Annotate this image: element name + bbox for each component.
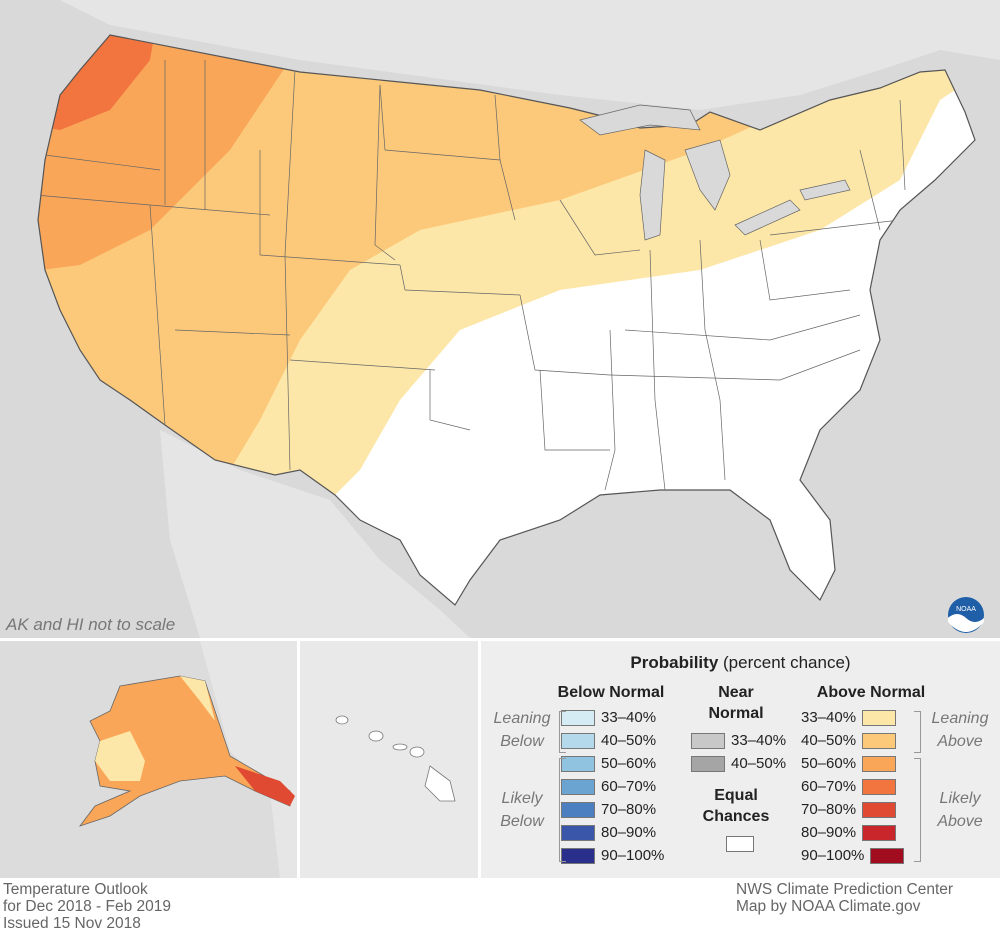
above-swatch [862,710,897,727]
conus-map-svg [0,0,1000,638]
scale-note: AK and HI not to scale [6,615,176,634]
hawaii-map-svg [300,641,478,878]
leaning-above-label-1: Leaning [931,710,989,727]
below-label: 33–40% [601,709,657,726]
likely-above-label: Likely Above [921,787,999,833]
below-row: 50–60% [561,754,656,774]
likely-below-label: Likely Below [483,787,561,833]
likely-above-label-1: Likely [939,790,981,807]
above-row: 70–80% [801,800,902,820]
below-row: 33–40% [561,708,656,728]
above-row: 50–60% [801,754,902,774]
above-row: 60–70% [801,777,902,797]
leaning-below-label-1: Leaning [493,710,551,727]
above-label: 80–90% [801,824,857,841]
below-swatch [561,710,595,727]
footer-issued: Issued 15 Nov 2018 [3,915,141,932]
alaska-map-svg [0,641,297,878]
below-row: 80–90% [561,823,656,843]
hawaii-islands [335,715,456,802]
above-label: 50–60% [801,755,857,772]
mexico-land [160,430,470,638]
below-label: 80–90% [601,824,657,841]
equal-chances-label-1: Equal [714,787,758,804]
below-label: 40–50% [601,732,657,749]
alaska-shape [78,675,291,827]
below-swatch [561,733,595,750]
footer-right: NWS Climate Prediction Center Map by NOA… [736,881,953,915]
near-row: 33–40% [691,731,786,751]
above-label: 40–50% [801,732,857,749]
above-swatch [870,848,905,865]
near-row: 40–50% [691,754,786,774]
alaska-inset [0,641,297,878]
great-lakes [579,104,851,241]
above-swatch [862,779,897,796]
footer-period: for Dec 2018 - Feb 2019 [3,898,172,915]
above-normal-header: Above Normal [816,684,926,701]
below-label: 50–60% [601,755,657,772]
probability-legend: Probability (percent chance) Below Norma… [481,641,1000,878]
below-swatch [561,848,595,865]
likely-above-label-2: Above [937,813,983,830]
state-borders [38,60,906,491]
below-normal-header: Below Normal [557,684,665,701]
leaning-below-label-2: Below [500,733,544,750]
above-swatch [862,825,897,842]
footer-left: Temperature Outlook for Dec 2018 - Feb 2… [3,881,171,932]
above-swatch [862,802,897,819]
leaning-above-bracket [914,711,921,753]
above-label: 60–70% [801,778,857,795]
footer-title: Temperature Outlook [3,881,148,898]
likely-below-bracket [559,758,566,862]
likely-below-label-2: Below [500,813,544,830]
near-normal-header-2: Normal [708,705,764,722]
leaning-above-label: Leaning Above [921,707,999,753]
near-normal-header-1: Near [718,684,754,701]
below-swatch [561,825,595,842]
conus-map: AK and HI not to scale NOAA [0,0,1000,638]
legend-title: Probability (percent chance) [481,653,1000,673]
above-row: 40–50% [801,731,902,751]
legend-title-bold: Probability [630,653,719,672]
footer-credit: Map by NOAA Climate.gov [736,898,921,915]
above-row: 80–90% [801,823,902,843]
hawaii-inset [300,641,478,878]
equal-chances-swatch [726,836,754,852]
below-label: 60–70% [601,778,657,795]
near-label: 33–40% [731,732,787,749]
above-label: 90–100% [801,847,865,864]
likely-above-bracket [914,758,921,862]
near-label: 40–50% [731,755,787,772]
below-label: 70–80% [601,801,657,818]
below-swatch [561,802,595,819]
above-swatch [862,756,897,773]
noaa-logo-icon: NOAA [948,597,984,633]
leaning-below-label: Leaning Below [483,707,561,753]
above-swatch [862,733,897,750]
below-row: 40–50% [561,731,656,751]
above-row: 90–100% [801,846,910,866]
near-swatch [691,733,725,750]
near-swatch [691,756,725,773]
below-label: 90–100% [601,847,665,864]
footer-source: NWS Climate Prediction Center [736,881,954,898]
above-row: 33–40% [801,708,902,728]
below-row: 90–100% [561,846,664,866]
leaning-above-label-2: Above [937,733,983,750]
noaa-logo-text: NOAA [956,606,976,613]
below-row: 70–80% [561,800,656,820]
below-swatch [561,756,595,773]
legend-title-rest: (percent chance) [718,653,851,672]
canada-land [0,0,1000,110]
equal-chances-label-2: Chances [702,808,770,825]
below-swatch [561,779,595,796]
likely-below-label-1: Likely [501,790,543,807]
leaning-below-bracket [559,711,566,753]
below-row: 60–70% [561,777,656,797]
above-label: 70–80% [801,801,857,818]
alaska-panhandle [235,766,295,806]
above-label: 33–40% [801,709,857,726]
